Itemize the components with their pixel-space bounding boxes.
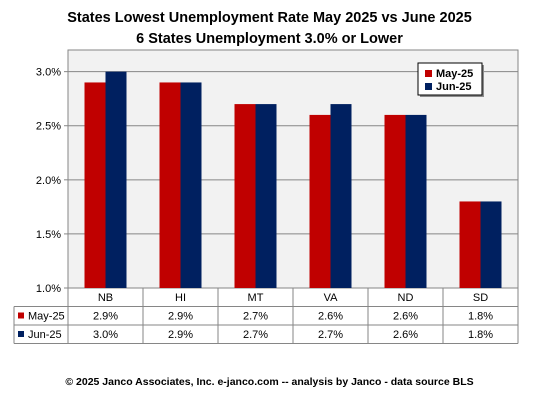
footer-credit: © 2025 Janco Associates, Inc. e-janco.co…: [65, 376, 474, 388]
bar-Jun-25-SD: [480, 201, 502, 288]
legend-label: May-25: [436, 68, 473, 80]
chart-subtitle: 6 States Unemployment 3.0% or Lower: [136, 31, 403, 47]
x-category-label: NB: [98, 292, 113, 304]
bar-Jun-25-ND: [405, 114, 427, 288]
legend-swatch: [425, 70, 432, 77]
table-cell-value: 2.9%: [93, 311, 118, 323]
bar-May-25-ND: [384, 114, 406, 288]
y-tick-label: 2.0%: [36, 175, 61, 187]
legend-swatch: [425, 83, 432, 90]
y-tick-label: 1.0%: [36, 283, 61, 295]
x-category-label: VA: [324, 292, 339, 304]
bar-Jun-25-MT: [255, 104, 277, 288]
x-category-label: ND: [398, 292, 414, 304]
table-cell-value: 2.7%: [243, 311, 268, 323]
bar-May-25-VA: [309, 114, 331, 288]
bar-Jun-25-HI: [180, 82, 202, 288]
bar-Jun-25-NB: [105, 71, 127, 289]
table-cell-value: 2.9%: [168, 311, 193, 323]
y-tick-label: 2.5%: [36, 121, 61, 133]
table-cell-value: 1.8%: [468, 329, 493, 341]
table-cell-value: 2.6%: [393, 329, 418, 341]
legend-label: Jun-25: [436, 81, 471, 93]
bar-May-25-HI: [159, 82, 181, 288]
y-tick-label: 1.5%: [36, 229, 61, 241]
bar-May-25-MT: [234, 104, 256, 288]
y-tick-label: 3.0%: [36, 67, 61, 79]
table-series-label: May-25: [28, 311, 65, 323]
table-legend-key: [18, 312, 24, 319]
table-cell-value: 1.8%: [468, 311, 493, 323]
table-cell-value: 2.6%: [318, 311, 343, 323]
x-category-label: SD: [473, 292, 488, 304]
table-cell-value: 2.7%: [318, 329, 343, 341]
table-cell-value: 2.7%: [243, 329, 268, 341]
chart-title: States Lowest Unemployment Rate May 2025…: [67, 10, 472, 26]
bar-Jun-25-VA: [330, 104, 352, 288]
x-category-label: HI: [175, 292, 186, 304]
table-cell-value: 3.0%: [93, 329, 118, 341]
table-cell-value: 2.9%: [168, 329, 193, 341]
table-series-label: Jun-25: [28, 329, 62, 341]
table-cell-value: 2.6%: [393, 311, 418, 323]
bar-May-25-NB: [84, 82, 106, 288]
bar-May-25-SD: [459, 201, 481, 288]
table-legend-key: [18, 331, 24, 337]
x-category-label: MT: [248, 292, 264, 304]
